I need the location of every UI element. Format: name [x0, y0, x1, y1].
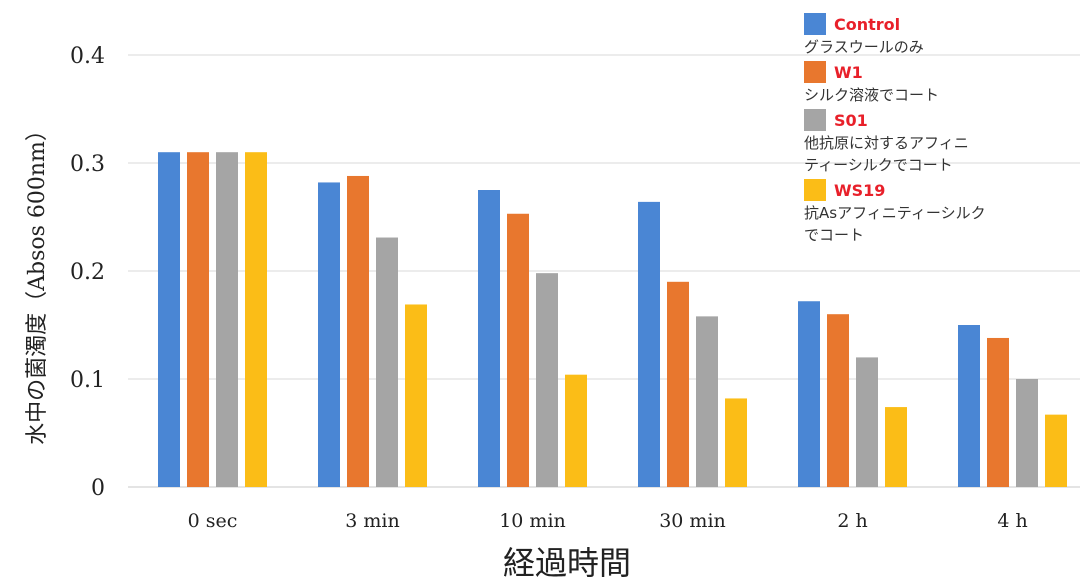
x-tick-label: 3 min: [345, 510, 399, 532]
y-axis-title: 水中の菌濁度（Absos 600nm）: [25, 119, 50, 445]
bar-control-10-min: [478, 190, 500, 487]
legend-swatch-ws19: [804, 179, 826, 201]
x-tick-label: 0 sec: [188, 510, 238, 532]
legend-item-control: Control グラスウールのみ: [804, 12, 1044, 58]
bar-s01-4-h: [1016, 379, 1038, 487]
bar-ws19-4-h: [1045, 414, 1067, 487]
x-tick-label: 4 h: [997, 510, 1027, 532]
x-axis-ticks: 0 sec 3 min 10 min 30 min 2 h 4 h: [188, 510, 1028, 532]
bar-ws19-2-h: [885, 407, 907, 487]
y-tick-label: 0: [91, 476, 105, 501]
y-axis-ticks: 0 0.1 0.2 0.3 0.4: [70, 44, 105, 501]
legend-item-w1: W1 シルク溶液でコート: [804, 60, 1044, 106]
legend-description: 抗Asアフィニティーシルク でコート: [804, 204, 986, 244]
legend-swatch-s01: [804, 109, 826, 131]
legend-item-s01: S01 他抗原に対するアフィニ ティーシルクでコート: [804, 108, 1044, 176]
x-axis-title: 経過時間: [503, 544, 631, 581]
legend-name: W1: [834, 62, 863, 82]
x-tick-label: 2 h: [837, 510, 867, 532]
x-tick-label: 10 min: [499, 510, 566, 532]
bar-control-0-sec: [158, 152, 180, 487]
bar-w1-4-h: [987, 337, 1009, 487]
bar-s01-10-min: [536, 273, 558, 487]
legend-description: シルク溶液でコート: [804, 86, 940, 104]
bar-w1-10-min: [507, 213, 529, 487]
bar-s01-0-sec: [216, 152, 238, 487]
bar-s01-3-min: [376, 237, 398, 487]
bar-w1-0-sec: [187, 152, 209, 487]
legend-name: WS19: [834, 180, 886, 200]
bar-control-4-h: [958, 325, 980, 487]
bar-w1-2-h: [827, 314, 849, 487]
bar-control-3-min: [318, 182, 340, 487]
bars: [158, 152, 1067, 487]
bar-control-30-min: [638, 201, 660, 487]
bar-control-2-h: [798, 301, 820, 487]
bar-w1-3-min: [347, 175, 369, 487]
y-tick-label: 0.3: [70, 152, 105, 177]
legend-name: Control: [834, 14, 901, 34]
legend: Control グラスウールのみ W1 シルク溶液でコート S01 他抗原に対す…: [804, 12, 1044, 248]
legend-swatch-w1: [804, 61, 826, 83]
y-tick-label: 0.2: [70, 260, 105, 285]
bar-w1-30-min: [667, 281, 689, 487]
bar-ws19-10-min: [565, 374, 587, 487]
bar-ws19-3-min: [405, 304, 427, 487]
bar-s01-30-min: [696, 316, 718, 487]
y-tick-label: 0.1: [70, 368, 105, 393]
legend-item-ws19: WS19 抗Asアフィニティーシルク でコート: [804, 178, 1044, 246]
bar-ws19-30-min: [725, 398, 747, 487]
legend-description: 他抗原に対するアフィニ ティーシルクでコート: [804, 134, 969, 174]
bar-s01-2-h: [856, 357, 878, 487]
y-tick-label: 0.4: [70, 44, 105, 69]
bar-ws19-0-sec: [245, 152, 267, 487]
legend-description: グラスウールのみ: [804, 38, 924, 56]
gridlines: [128, 54, 1080, 488]
x-tick-label: 30 min: [659, 510, 726, 532]
legend-name: S01: [834, 110, 868, 130]
legend-swatch-control: [804, 13, 826, 35]
